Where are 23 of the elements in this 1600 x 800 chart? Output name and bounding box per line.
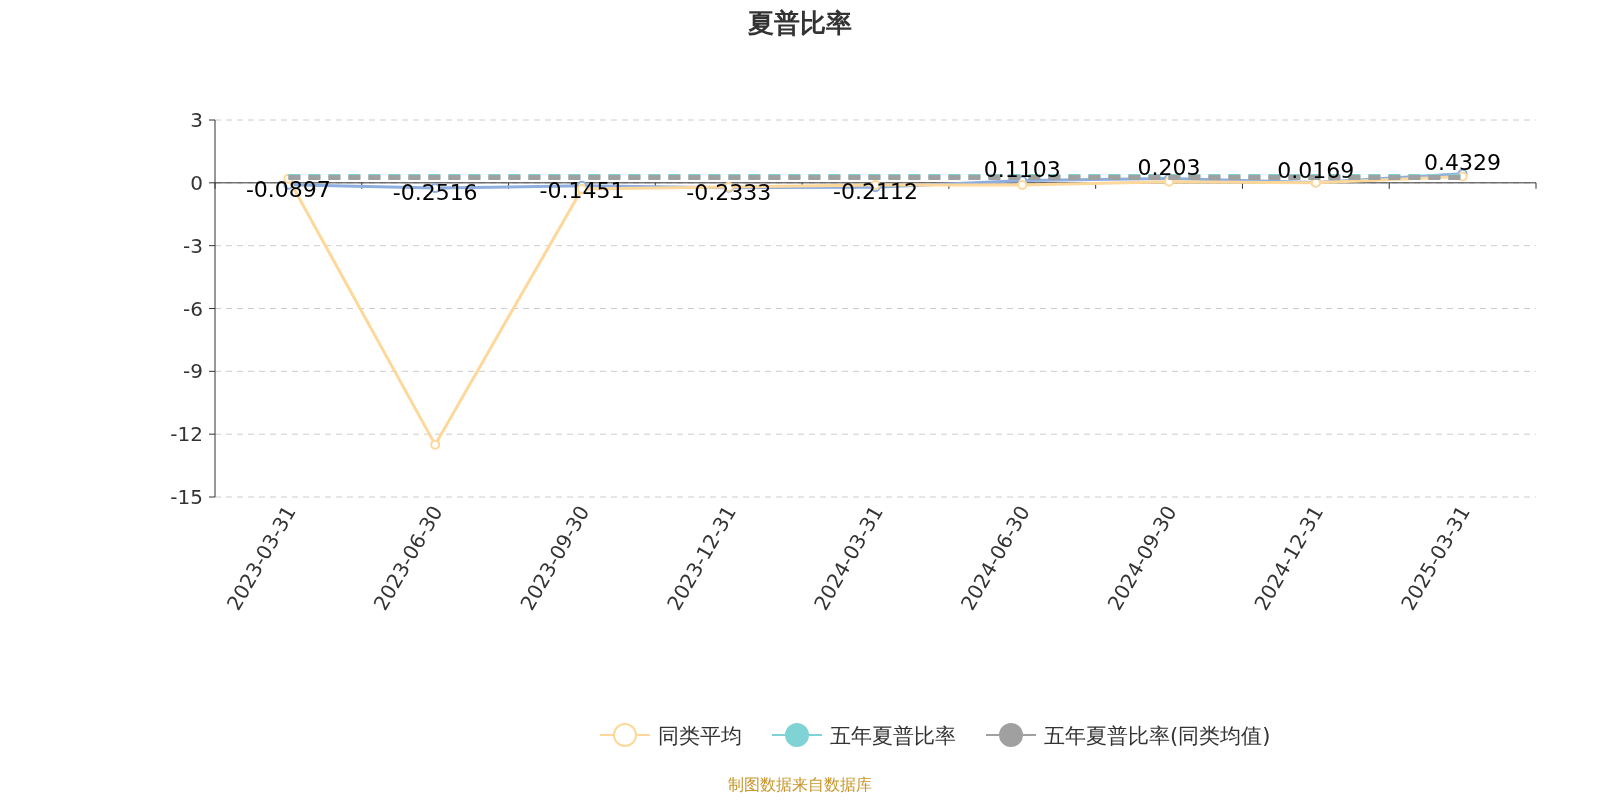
y-tick-label: -6 — [183, 296, 203, 321]
data-label: 0.0169 — [1277, 158, 1355, 184]
y-tick-label: -3 — [183, 233, 203, 258]
data-label: 0.1103 — [983, 156, 1061, 182]
text: 制图数据来自数据库 — [728, 775, 872, 794]
y-tick-label: -15 — [170, 485, 203, 509]
data-label: 0.203 — [1137, 154, 1201, 180]
data-label: -0.2516 — [392, 180, 478, 206]
y-tick-label: -9 — [183, 359, 203, 384]
point — [1017, 179, 1028, 190]
data-label: -0.0897 — [245, 176, 331, 202]
legend-label: 五年夏普比率 — [830, 724, 956, 748]
data-label: 0.4329 — [1424, 149, 1502, 175]
data-label: -0.1451 — [539, 177, 625, 203]
data-label: -0.2112 — [833, 179, 918, 205]
y-tick-label: 0 — [190, 170, 203, 195]
chart-title: 夏普比率 — [747, 8, 852, 38]
legend-label: 同类平均 — [658, 724, 742, 748]
legend-label: 五年夏普比率(同类均值) — [1044, 724, 1271, 748]
y-tick-label: 3 — [190, 108, 203, 132]
point — [430, 439, 441, 450]
data-label: -0.2333 — [686, 179, 772, 205]
y-tick-label: -12 — [170, 422, 203, 447]
